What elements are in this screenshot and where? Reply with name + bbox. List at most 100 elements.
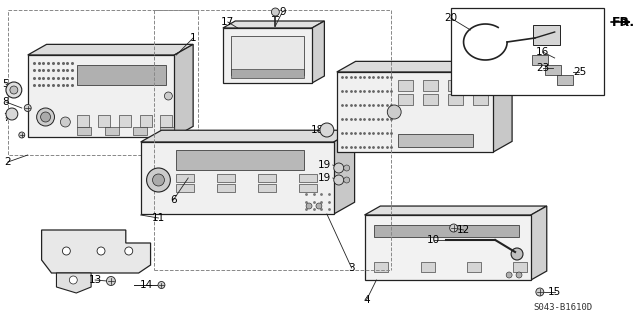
- Text: 13: 13: [88, 275, 102, 285]
- Text: 5: 5: [3, 79, 9, 89]
- Polygon shape: [42, 230, 150, 273]
- Circle shape: [158, 281, 165, 288]
- Text: 12: 12: [457, 225, 470, 235]
- Polygon shape: [77, 65, 166, 85]
- Polygon shape: [557, 75, 573, 85]
- Polygon shape: [532, 55, 548, 65]
- Polygon shape: [141, 142, 334, 214]
- Polygon shape: [161, 127, 174, 135]
- Polygon shape: [423, 80, 438, 91]
- Polygon shape: [513, 262, 527, 272]
- Polygon shape: [174, 44, 193, 137]
- Text: 1: 1: [190, 33, 196, 43]
- Polygon shape: [231, 69, 304, 78]
- Text: 6: 6: [170, 195, 177, 205]
- Polygon shape: [140, 115, 152, 127]
- Polygon shape: [493, 61, 512, 152]
- Polygon shape: [398, 80, 413, 91]
- Polygon shape: [161, 115, 172, 127]
- Circle shape: [97, 247, 105, 255]
- Polygon shape: [374, 262, 388, 272]
- Text: 15: 15: [548, 287, 561, 297]
- Text: 18: 18: [310, 125, 324, 135]
- Circle shape: [320, 123, 334, 137]
- Polygon shape: [449, 94, 463, 105]
- Polygon shape: [217, 184, 235, 192]
- Polygon shape: [132, 127, 147, 135]
- Circle shape: [10, 86, 18, 94]
- Polygon shape: [374, 225, 519, 237]
- Text: 19: 19: [318, 173, 332, 183]
- Polygon shape: [423, 94, 438, 105]
- Polygon shape: [98, 115, 110, 127]
- Circle shape: [511, 248, 523, 260]
- Text: 7: 7: [3, 113, 9, 123]
- Text: 10: 10: [428, 235, 440, 245]
- Text: 4: 4: [363, 295, 370, 305]
- Text: 14: 14: [140, 280, 153, 290]
- Polygon shape: [119, 115, 131, 127]
- Circle shape: [36, 108, 54, 126]
- Circle shape: [152, 174, 164, 186]
- Text: 16: 16: [536, 47, 549, 57]
- Polygon shape: [141, 130, 355, 142]
- Circle shape: [60, 117, 70, 127]
- Polygon shape: [223, 21, 324, 28]
- Text: 17: 17: [221, 17, 234, 27]
- Circle shape: [344, 165, 349, 171]
- Polygon shape: [365, 215, 531, 280]
- Polygon shape: [299, 184, 317, 192]
- Polygon shape: [299, 174, 317, 182]
- Circle shape: [24, 105, 31, 112]
- Circle shape: [69, 276, 77, 284]
- Polygon shape: [223, 28, 312, 83]
- Polygon shape: [545, 65, 561, 75]
- Circle shape: [125, 247, 132, 255]
- Circle shape: [334, 175, 344, 185]
- Circle shape: [334, 163, 344, 173]
- Circle shape: [387, 105, 401, 119]
- Circle shape: [147, 168, 170, 192]
- Polygon shape: [176, 174, 194, 182]
- Circle shape: [6, 82, 22, 98]
- Polygon shape: [334, 130, 355, 214]
- Polygon shape: [398, 94, 413, 105]
- Circle shape: [316, 203, 322, 209]
- Polygon shape: [398, 134, 474, 147]
- Text: 23: 23: [536, 63, 549, 73]
- Text: 9: 9: [279, 7, 285, 17]
- Polygon shape: [77, 127, 91, 135]
- Polygon shape: [365, 206, 547, 215]
- Polygon shape: [474, 94, 488, 105]
- Text: 20: 20: [444, 13, 457, 23]
- Circle shape: [450, 224, 458, 232]
- Circle shape: [63, 247, 70, 255]
- Polygon shape: [337, 61, 512, 72]
- Text: 2: 2: [4, 157, 12, 167]
- Text: 3: 3: [348, 263, 355, 273]
- Polygon shape: [176, 150, 304, 170]
- Circle shape: [306, 203, 312, 209]
- Polygon shape: [451, 8, 604, 95]
- Text: S043-B1610D: S043-B1610D: [533, 303, 592, 313]
- Circle shape: [106, 277, 115, 286]
- Polygon shape: [28, 44, 193, 55]
- Polygon shape: [231, 36, 304, 75]
- Circle shape: [6, 108, 18, 120]
- Circle shape: [506, 272, 512, 278]
- Polygon shape: [56, 273, 91, 293]
- Text: FR.: FR.: [612, 16, 636, 28]
- Text: 19: 19: [318, 160, 332, 170]
- Polygon shape: [217, 174, 235, 182]
- Polygon shape: [312, 21, 324, 83]
- Polygon shape: [176, 184, 194, 192]
- Polygon shape: [258, 174, 276, 182]
- Circle shape: [164, 92, 172, 100]
- Polygon shape: [105, 127, 119, 135]
- Polygon shape: [474, 80, 488, 91]
- Circle shape: [271, 8, 279, 16]
- Text: 8: 8: [3, 97, 9, 107]
- Polygon shape: [420, 262, 435, 272]
- Polygon shape: [337, 72, 493, 152]
- Circle shape: [536, 288, 544, 296]
